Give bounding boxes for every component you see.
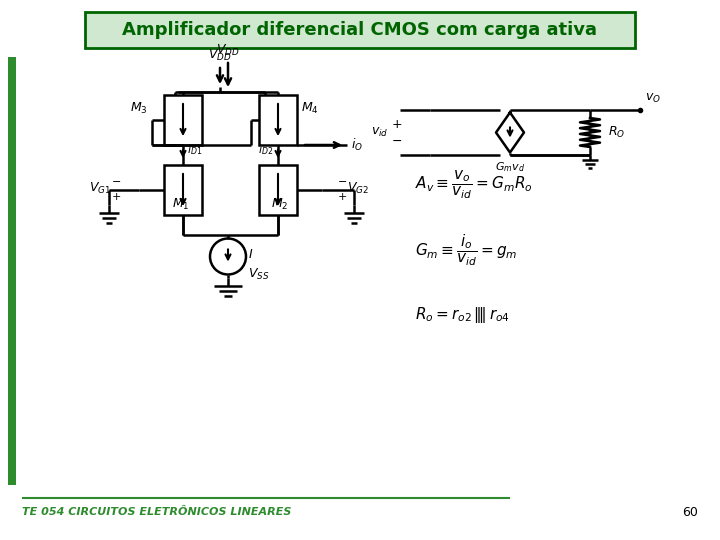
Text: $+$: $+$ xyxy=(111,191,121,201)
Text: Amplificador diferencial CMOS com carga ativa: Amplificador diferencial CMOS com carga … xyxy=(122,21,598,39)
Text: $R_o = r_{o2} \,\|\!\|\, r_{o4}$: $R_o = r_{o2} \,\|\!\|\, r_{o4}$ xyxy=(415,305,510,325)
Text: $-$: $-$ xyxy=(111,175,121,185)
Text: $M_1$: $M_1$ xyxy=(172,197,190,212)
Text: $M_3$: $M_3$ xyxy=(130,100,148,116)
Text: $I$: $I$ xyxy=(248,248,253,261)
Text: 60: 60 xyxy=(682,505,698,518)
Text: $+$: $+$ xyxy=(337,191,347,201)
Text: $V_{DD}$: $V_{DD}$ xyxy=(208,48,232,63)
Text: $v_{id}$: $v_{id}$ xyxy=(372,126,389,139)
Text: $G_m v_d$: $G_m v_d$ xyxy=(495,160,525,174)
Text: $V_{DD}$: $V_{DD}$ xyxy=(216,43,240,58)
Text: $i_{D1}$: $i_{D1}$ xyxy=(187,143,202,157)
Text: $-$: $-$ xyxy=(337,175,347,185)
Text: $v_O$: $v_O$ xyxy=(645,92,661,105)
Bar xyxy=(8,57,16,485)
Text: $-$: $-$ xyxy=(392,134,402,147)
Text: $V_{G2}$: $V_{G2}$ xyxy=(347,180,369,195)
Text: TE 054 CIRCUITOS ELETRÔNICOS LINEARES: TE 054 CIRCUITOS ELETRÔNICOS LINEARES xyxy=(22,507,292,517)
Text: $R_O$: $R_O$ xyxy=(608,125,625,140)
Text: $V_{SS}$: $V_{SS}$ xyxy=(248,267,269,281)
Bar xyxy=(164,95,202,145)
Bar xyxy=(164,165,202,215)
Text: $+$: $+$ xyxy=(392,118,402,131)
Text: $V_{G1}$: $V_{G1}$ xyxy=(89,180,111,195)
FancyBboxPatch shape xyxy=(85,12,635,48)
Text: $G_m \equiv \dfrac{i_o}{v_{id}} = g_m$: $G_m \equiv \dfrac{i_o}{v_{id}} = g_m$ xyxy=(415,232,518,268)
Bar xyxy=(259,165,297,215)
Text: $M_2$: $M_2$ xyxy=(271,197,289,212)
Bar xyxy=(259,95,297,145)
Text: $A_v \equiv \dfrac{v_o}{v_{id}} = G_m R_o$: $A_v \equiv \dfrac{v_o}{v_{id}} = G_m R_… xyxy=(415,169,533,201)
Text: $i_{D2}$: $i_{D2}$ xyxy=(258,143,273,157)
Text: $M_4$: $M_4$ xyxy=(301,100,319,116)
Text: $i_O$: $i_O$ xyxy=(351,137,363,153)
